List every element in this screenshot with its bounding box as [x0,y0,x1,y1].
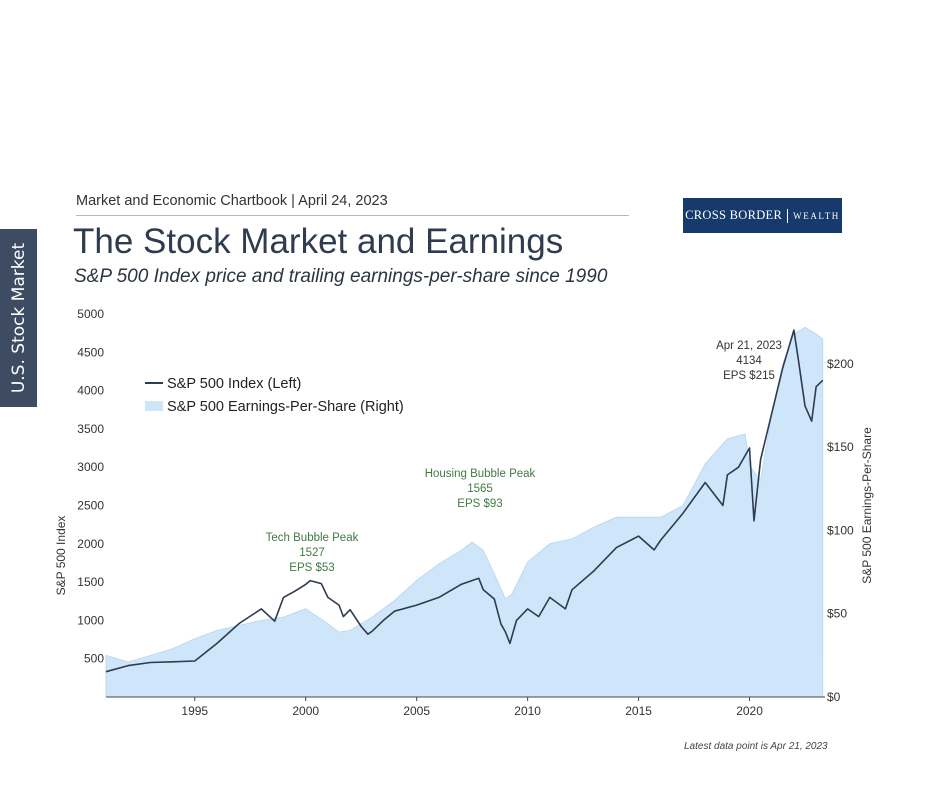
legend-price-label: S&P 500 Index (Left) [167,376,301,392]
annotation-1: Tech Bubble Peak 1527 EPS $53 [266,532,359,574]
annotation-line: 4134 [736,355,762,367]
x-tick-label: 2015 [625,704,652,718]
x-tick-label: 2005 [403,704,430,718]
axes-layer: 1995 2000 2005 2010 2015 2020 500 1000 1500 2000 2… [54,307,874,718]
annotation-line: EPS $53 [289,562,334,574]
page-title: The Stock Market and Earnings [73,222,564,261]
right-y-axis-title: S&P 500 Earnings-Per-Share [860,427,874,584]
right-y-tick-label: $200 [827,357,854,371]
logo-word-1: CROSS BORDER [685,208,783,222]
legend-eps-swatch [145,401,163,411]
x-tick-label: 2020 [736,704,763,718]
left-y-tick-label: 5000 [77,307,104,321]
legend-eps-label: S&P 500 Earnings-Per-Share (Right) [167,399,404,415]
annotations-layer: Tech Bubble Peak 1527 EPS $53 Housing Bubbl… [266,340,782,574]
header-divider [76,215,629,216]
left-y-tick-label: 4000 [77,384,104,398]
annotation-line: 1527 [299,547,325,559]
annotation-line: Tech Bubble Peak [266,532,359,544]
price-line-layer [105,329,824,673]
x-tick-label: 2010 [514,704,541,718]
annotation-line: Apr 21, 2023 [716,340,782,352]
price-line-series [105,329,824,673]
annotation-line: 1565 [467,483,493,495]
page-subtitle: S&P 500 Index price and trailing earning… [74,266,608,287]
footnote: Latest data point is Apr 21, 2023 [684,741,828,752]
right-y-tick-label: $150 [827,440,854,454]
left-y-tick-label: 3000 [77,460,104,474]
section-side-tab[interactable]: U.S. Stock Market [0,229,37,407]
left-y-tick-label: 2000 [77,537,104,551]
left-y-tick-label: 3500 [77,422,104,436]
right-y-tick-label: $50 [827,607,847,621]
left-y-tick-label: 4500 [77,345,104,359]
left-y-tick-label: 1500 [77,575,104,589]
right-y-tick-label: $0 [827,690,841,704]
brand-logo: CROSS BORDER WEALTH [683,198,842,233]
left-y-axis-title: S&P 500 Index [54,516,68,596]
x-tick-label: 1995 [181,704,208,718]
chartbook-header: Market and Economic Chartbook | April 24… [76,193,388,209]
logo-word-2: WEALTH [793,210,840,221]
left-y-tick-label: 500 [84,652,104,666]
annotation-line: EPS $93 [457,498,502,510]
annotation-line: Housing Bubble Peak [425,468,536,480]
eps-area-layer [105,326,824,698]
annotation-2: Housing Bubble Peak 1565 EPS $93 [425,468,536,510]
left-y-tick-label: 1000 [77,613,104,627]
legend: S&P 500 Index (Left) S&P 500 Earnings-Per… [145,376,404,415]
right-y-tick-label: $100 [827,523,854,537]
x-tick-label: 2000 [292,704,319,718]
logo-separator [787,208,789,223]
eps-area-series [105,326,824,698]
annotation-3: Apr 21, 2023 4134 EPS $215 [716,340,782,382]
left-y-tick-label: 2500 [77,499,104,513]
annotation-line: EPS $215 [723,370,775,382]
